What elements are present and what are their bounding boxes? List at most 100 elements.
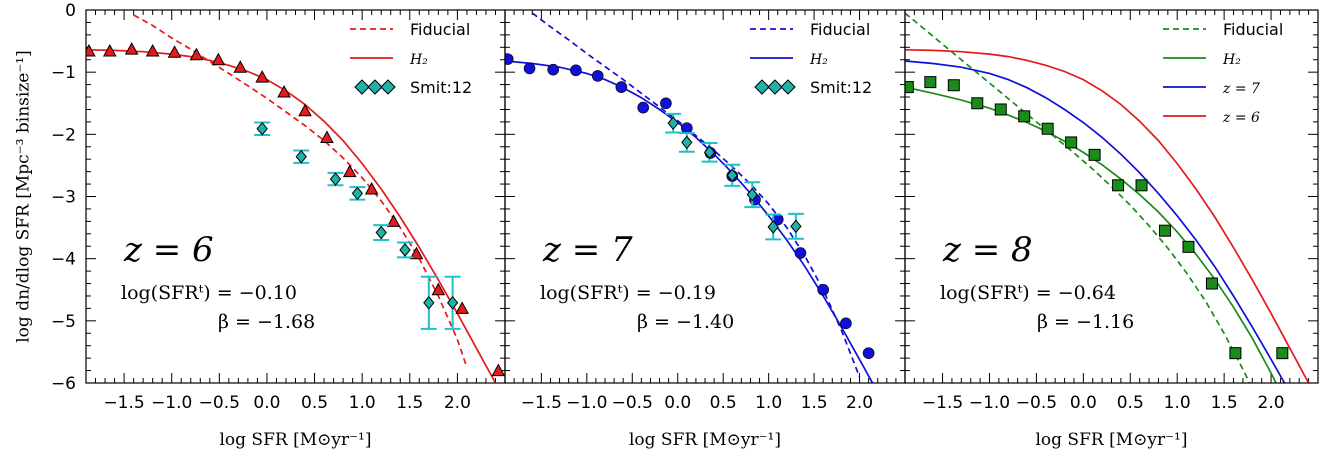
triangle-point [211, 52, 226, 66]
legend-label: H₂ [809, 52, 828, 68]
triangle-point [455, 301, 469, 314]
legend-label: H₂ [1222, 52, 1241, 68]
legend-diamond [380, 79, 396, 95]
square-point [1088, 148, 1101, 161]
diamond-point [399, 243, 411, 257]
y-tick-label: −1 [51, 63, 76, 83]
x-tick-label: −1.0 [969, 393, 1010, 413]
x-tick-label: −0.5 [1016, 393, 1057, 413]
x-tick-label: 0.5 [710, 393, 737, 413]
square-point [1112, 179, 1125, 192]
circle-point [637, 101, 649, 114]
x-tick-label: 1.0 [1164, 393, 1191, 413]
redshift-label: z = 8 [942, 230, 1033, 270]
circle-point [570, 64, 582, 77]
data-layer [86, 14, 505, 383]
x-tick-label: 0.0 [664, 393, 691, 413]
x-tick-label: 1.5 [396, 393, 423, 413]
sfr-threshold-label: log(SFRᵗ) = −0.19 [540, 282, 716, 304]
y-tick-label: −5 [51, 312, 76, 332]
square-point [1159, 224, 1172, 237]
triangle-point [386, 214, 401, 227]
legend-label: z = 6 [1222, 110, 1260, 126]
triangle-point [167, 45, 182, 58]
circle-point [591, 70, 604, 82]
legend-label: Fiducial [1223, 20, 1283, 39]
x-tick-label: 1.5 [1211, 393, 1238, 413]
x-tick-label: 0.5 [301, 393, 328, 413]
triangle-point [277, 85, 291, 98]
circle-point [547, 63, 559, 76]
plot-frame [904, 9, 1319, 384]
triangle-point [233, 60, 248, 73]
square-point [924, 76, 937, 89]
square-point [1135, 179, 1148, 192]
legend-label: z = 7 [1222, 81, 1260, 97]
x-tick-label: 2.0 [846, 393, 873, 413]
x-tick-label: −0.5 [612, 393, 653, 413]
series-fiducial-line [531, 12, 861, 378]
data-layer [505, 12, 875, 383]
square-point [1041, 122, 1054, 135]
series-z-6-line [905, 48, 1310, 383]
square-point [1229, 347, 1242, 360]
square-point [1276, 347, 1289, 360]
x-axis-title: log SFR [M⊙yr⁻¹] [219, 430, 371, 450]
square-point [1205, 277, 1218, 290]
diamond-point [746, 187, 758, 202]
sfr-threshold-label: log(SFRᵗ) = −0.10 [121, 282, 297, 304]
diamond-point [703, 145, 716, 160]
circle-point [505, 53, 514, 65]
sfr-threshold-label: log(SFRᵗ) = −0.64 [940, 282, 1116, 304]
x-tick-label: 0.0 [253, 393, 280, 413]
x-tick-label: −1.0 [566, 393, 607, 413]
legend-label: Smit:12 [410, 78, 472, 97]
triangle-point [102, 43, 117, 57]
diamond-point [329, 172, 342, 186]
square-point [1182, 240, 1195, 253]
legend-label: Smit:12 [810, 78, 872, 97]
diamond-point [256, 121, 268, 136]
diamond-point [667, 116, 679, 130]
x-tick-label: −1.0 [151, 393, 192, 413]
circle-point [817, 283, 829, 296]
series-h--line [905, 86, 1277, 383]
series-fiducial-line [905, 12, 1251, 383]
legend-diamond [354, 79, 370, 95]
legend-diamond [367, 79, 383, 95]
triangle-point [364, 181, 379, 195]
triangle-point [491, 363, 505, 377]
data-layer [905, 12, 1310, 383]
x-tick-label: 1.5 [801, 393, 828, 413]
legend-label: H₂ [409, 52, 428, 68]
panel-z6: −1.5 −1.0 −0.5 0.0 0.5 1.0 1.5 2.0 0 −1 −2 −3 −4 −5 −6… [51, 1, 506, 450]
x-axis-title: log SFR [M⊙yr⁻¹] [629, 430, 781, 450]
diamond-point [423, 296, 435, 310]
square-point [1018, 110, 1031, 123]
x-tick-label: 0.5 [1117, 393, 1144, 413]
square-point [905, 81, 914, 94]
x-axis-title: log SFR [M⊙yr⁻¹] [1035, 430, 1187, 450]
diamond-point [767, 220, 779, 234]
x-tick-label: 2.0 [1258, 393, 1285, 413]
beta-label: β = −1.68 [218, 311, 315, 333]
panel-z8: −1.5 −1.0 −0.5 0.0 0.5 1.0 1.5 2.0 log SFR [M⊙yr… [904, 9, 1319, 450]
x-tick-label: 1.0 [755, 393, 782, 413]
y-tick-label: 0 [65, 1, 76, 21]
square-point [1065, 136, 1078, 149]
square-point [994, 103, 1007, 116]
circle-point [862, 347, 875, 359]
diamond-point [790, 219, 802, 234]
square-point [971, 97, 984, 110]
x-tick-label: −1.5 [922, 393, 963, 413]
triangle-point [145, 43, 160, 57]
x-tick-label: 2.0 [444, 393, 471, 413]
legend-diamond [767, 79, 783, 95]
diamond-point [295, 149, 307, 164]
x-tick-label: 1.0 [349, 393, 376, 413]
x-tick-label: −1.5 [103, 393, 144, 413]
x-tick-label: 0.0 [1070, 393, 1097, 413]
legend-diamond [780, 79, 796, 95]
triangle-point [86, 43, 96, 57]
diamond-point [726, 168, 738, 183]
